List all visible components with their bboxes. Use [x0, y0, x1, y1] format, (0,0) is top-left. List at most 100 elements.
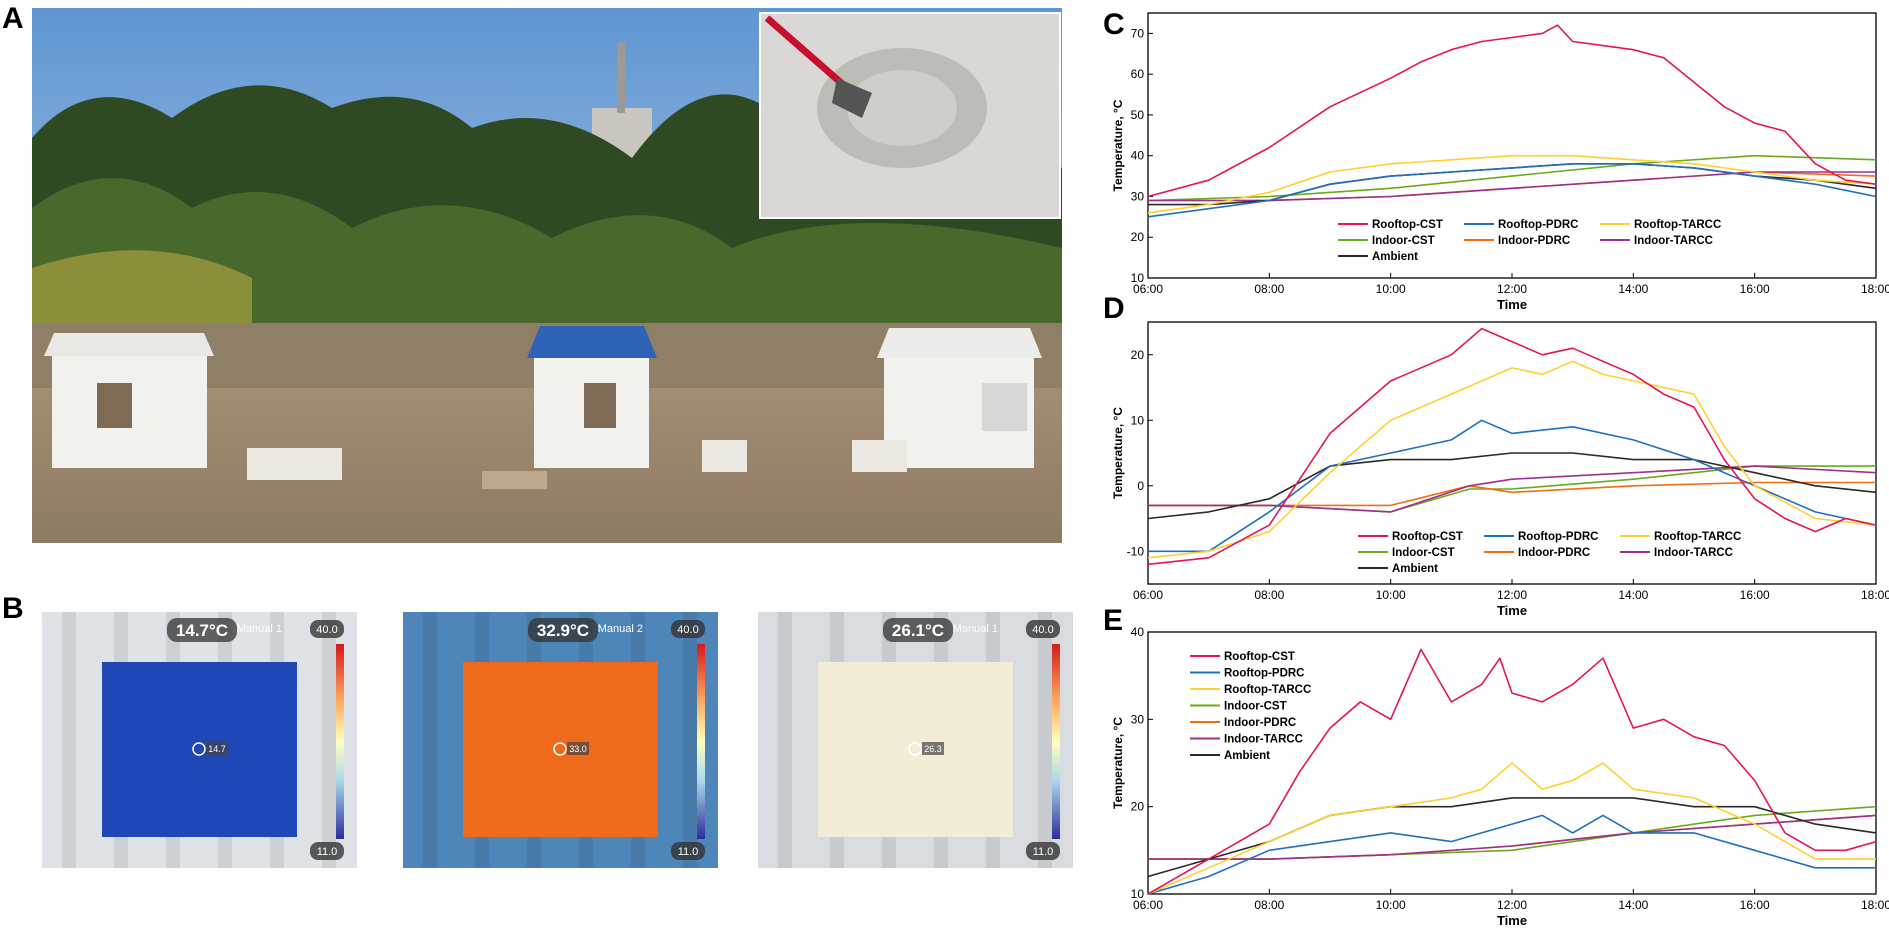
thermal-3-manual-label: Manual 1: [953, 623, 998, 635]
chart-c-series-rooftop-tarcc: [1147, 154, 1877, 214]
thermal-2-spot-value: 33.0: [569, 744, 587, 754]
thermal-1-color-scale: [336, 644, 344, 839]
thermal-3-color-scale: [1052, 644, 1060, 839]
chart-c-xtick-label: 08:00: [1254, 282, 1284, 296]
chart-d-series-rooftop-pdrc: [1148, 419, 1877, 553]
thermal-1-overlay: [102, 662, 297, 837]
chart-d-legend-label: Indoor-TARCC: [1654, 547, 1733, 559]
chart-c-legend-label: Rooftop-CST: [1372, 219, 1443, 231]
thermal-1-scale-min: 11.0: [317, 846, 338, 858]
chart-c-legend-label: Indoor-PDRC: [1498, 235, 1570, 247]
chart-d-xtick-label: 06:00: [1133, 588, 1163, 602]
chart-c-xlabel: Time: [1497, 297, 1527, 312]
chart-c-plot-frame: [1147, 12, 1877, 279]
chart-d-legend-label: Rooftop-CST: [1392, 531, 1463, 543]
chart-d-xtick-label: 10:00: [1376, 588, 1406, 602]
chart-d-series-rooftop-tarcc: [1147, 360, 1877, 559]
thermal-2-scale-min: 11.0: [678, 846, 699, 858]
chart-c-legend-label: Rooftop-TARCC: [1634, 219, 1721, 231]
panel-label-d: D: [1103, 292, 1125, 325]
chart-c-ylabel: Temperature, °C: [1111, 99, 1125, 191]
chart-c-legend-label: Indoor-TARCC: [1634, 235, 1713, 247]
chart-d-xtick-label: 08:00: [1254, 588, 1284, 602]
thermal-3-scale-min-badge: [1026, 842, 1060, 860]
thermal-3-roof-rib: [1038, 612, 1052, 868]
chart-c-ytick-label: 20: [1131, 230, 1145, 244]
chart-c-xtick-label: 16:00: [1740, 282, 1770, 296]
chart-e-legend-label: Rooftop-CST: [1224, 651, 1295, 663]
thermal-1-scale-min-badge: [310, 842, 344, 860]
chart-e-legend-label: Rooftop-PDRC: [1224, 668, 1304, 680]
chart-c-legend-label: Ambient: [1372, 251, 1418, 263]
chart-c: 10 20 30 40 50 60 70 06:00 08:00 10:00 12:00 14:00 1…: [1111, 12, 1889, 312]
chart-d-legend-label: Rooftop-TARCC: [1654, 531, 1741, 543]
chart-e-ytick-label: 10: [1131, 887, 1145, 901]
thermal-2-spot-badge: [567, 742, 589, 755]
chart-d-ytick-label: 0: [1137, 479, 1144, 493]
chart-d-ytick-label: -10: [1127, 544, 1145, 558]
chart-e-legend-label: Indoor-PDRC: [1224, 717, 1296, 729]
thermal-1-roof-rib: [62, 612, 76, 868]
thermal-2-temp-badge: [528, 618, 598, 642]
chart-d-series-rooftop-cst: [1147, 327, 1877, 566]
chart-d-series-indoor-tarcc: [1148, 465, 1877, 513]
chart-e: 10 20 30 40 06:00 08:00 10:00 12:00 14:00 16:00 18…: [1111, 625, 1889, 928]
chart-e-legend-label: Rooftop-TARCC: [1224, 684, 1311, 696]
thermal-3-scale-min: 11.0: [1033, 846, 1054, 858]
chart-d-xlabel: Time: [1497, 603, 1527, 618]
chart-e-legend-label: Indoor-TARCC: [1224, 734, 1303, 746]
chart-d-xtick-label: 18:00: [1861, 588, 1889, 602]
chart-c-ytick-label: 70: [1131, 26, 1145, 40]
chart-c-xtick-label: 06:00: [1133, 282, 1163, 296]
chart-d-legend-label: Indoor-CST: [1392, 547, 1455, 559]
thermal-1-temp-label: 14.7°C: [176, 621, 228, 640]
thermal-image-pdrc: 32.9°C Manual 2 40.0 11.0 33.0: [403, 612, 718, 868]
chart-c-series-indoor-cst: [1147, 154, 1877, 202]
chart-c-xtick-label: 10:00: [1376, 282, 1406, 296]
thermal-image-tarcc: 26.1°C Manual 1 40.0 11.0 26.3: [758, 612, 1073, 868]
chart-e-series-rooftop-tarcc: [1147, 762, 1876, 895]
chart-c-ytick-label: 50: [1131, 108, 1145, 122]
panel-label-a: A: [2, 2, 24, 35]
thermal-2-temp-label: 32.9°C: [537, 621, 589, 640]
chart-e-xlabel: Time: [1497, 913, 1527, 928]
chart-c-xtick-label: 14:00: [1618, 282, 1648, 296]
chart-c-series-rooftop-cst: [1147, 24, 1877, 198]
thermal-2-scale-min-badge: [671, 842, 705, 860]
chart-d-series-indoor-pdrc: [1148, 481, 1876, 507]
chart-e-xtick-label: 10:00: [1376, 898, 1406, 912]
chart-d-legend-label: Indoor-PDRC: [1518, 547, 1590, 559]
chart-e-xtick-label: 14:00: [1618, 898, 1648, 912]
thermal-2-roof-rib: [423, 612, 437, 868]
thermal-3-spot-marker: [908, 742, 922, 756]
chart-d: -10 0 10 20 06:00 08:00 10:00 12:00 14:00 16:00 18…: [1111, 321, 1889, 618]
chart-e-series-rooftop-pdrc: [1147, 814, 1876, 895]
chart-e-ytick-label: 40: [1131, 625, 1145, 639]
thermal-3-scale-max-badge: [1026, 620, 1060, 638]
thermal-1-roof-rib: [322, 612, 336, 868]
chart-e-ytick-label: 30: [1131, 712, 1145, 726]
thermal-1-spot-marker: [192, 742, 206, 756]
thermal-3-temp-label: 26.1°C: [892, 621, 944, 640]
chart-d-ytick-label: 10: [1131, 413, 1145, 427]
chart-e-ylabel: Temperature, °C: [1111, 717, 1125, 809]
chart-c-legend-label: Rooftop-PDRC: [1498, 219, 1578, 231]
chart-d-ytick-label: 20: [1131, 348, 1145, 362]
chart-c-series-rooftop-pdrc: [1147, 163, 1877, 218]
chart-d-legend-label: Rooftop-PDRC: [1518, 531, 1598, 543]
thermal-2-roof-rib: [683, 612, 697, 868]
rooftop-photo: [32, 8, 1062, 543]
thermal-1-scale-max: 40.0: [316, 624, 337, 636]
chart-d-ylabel: Temperature, °C: [1111, 407, 1125, 499]
thermal-2-overlay: [463, 662, 658, 837]
chart-c-ytick-label: 30: [1131, 189, 1145, 203]
chart-c-xtick-label: 18:00: [1861, 282, 1889, 296]
thermal-3-scale-max: 40.0: [1032, 624, 1053, 636]
chart-e-xtick-label: 12:00: [1497, 898, 1527, 912]
thermal-image-cst: 14.7°C Manual 1 40.0 11.0 14.7: [42, 612, 357, 868]
thermal-2-spot-marker: [553, 742, 567, 756]
panel-label-c: C: [1103, 8, 1125, 41]
chart-d-xtick-label: 14:00: [1618, 588, 1648, 602]
thermal-3-temp-badge: [883, 618, 953, 642]
thermal-3-overlay: [818, 662, 1013, 837]
